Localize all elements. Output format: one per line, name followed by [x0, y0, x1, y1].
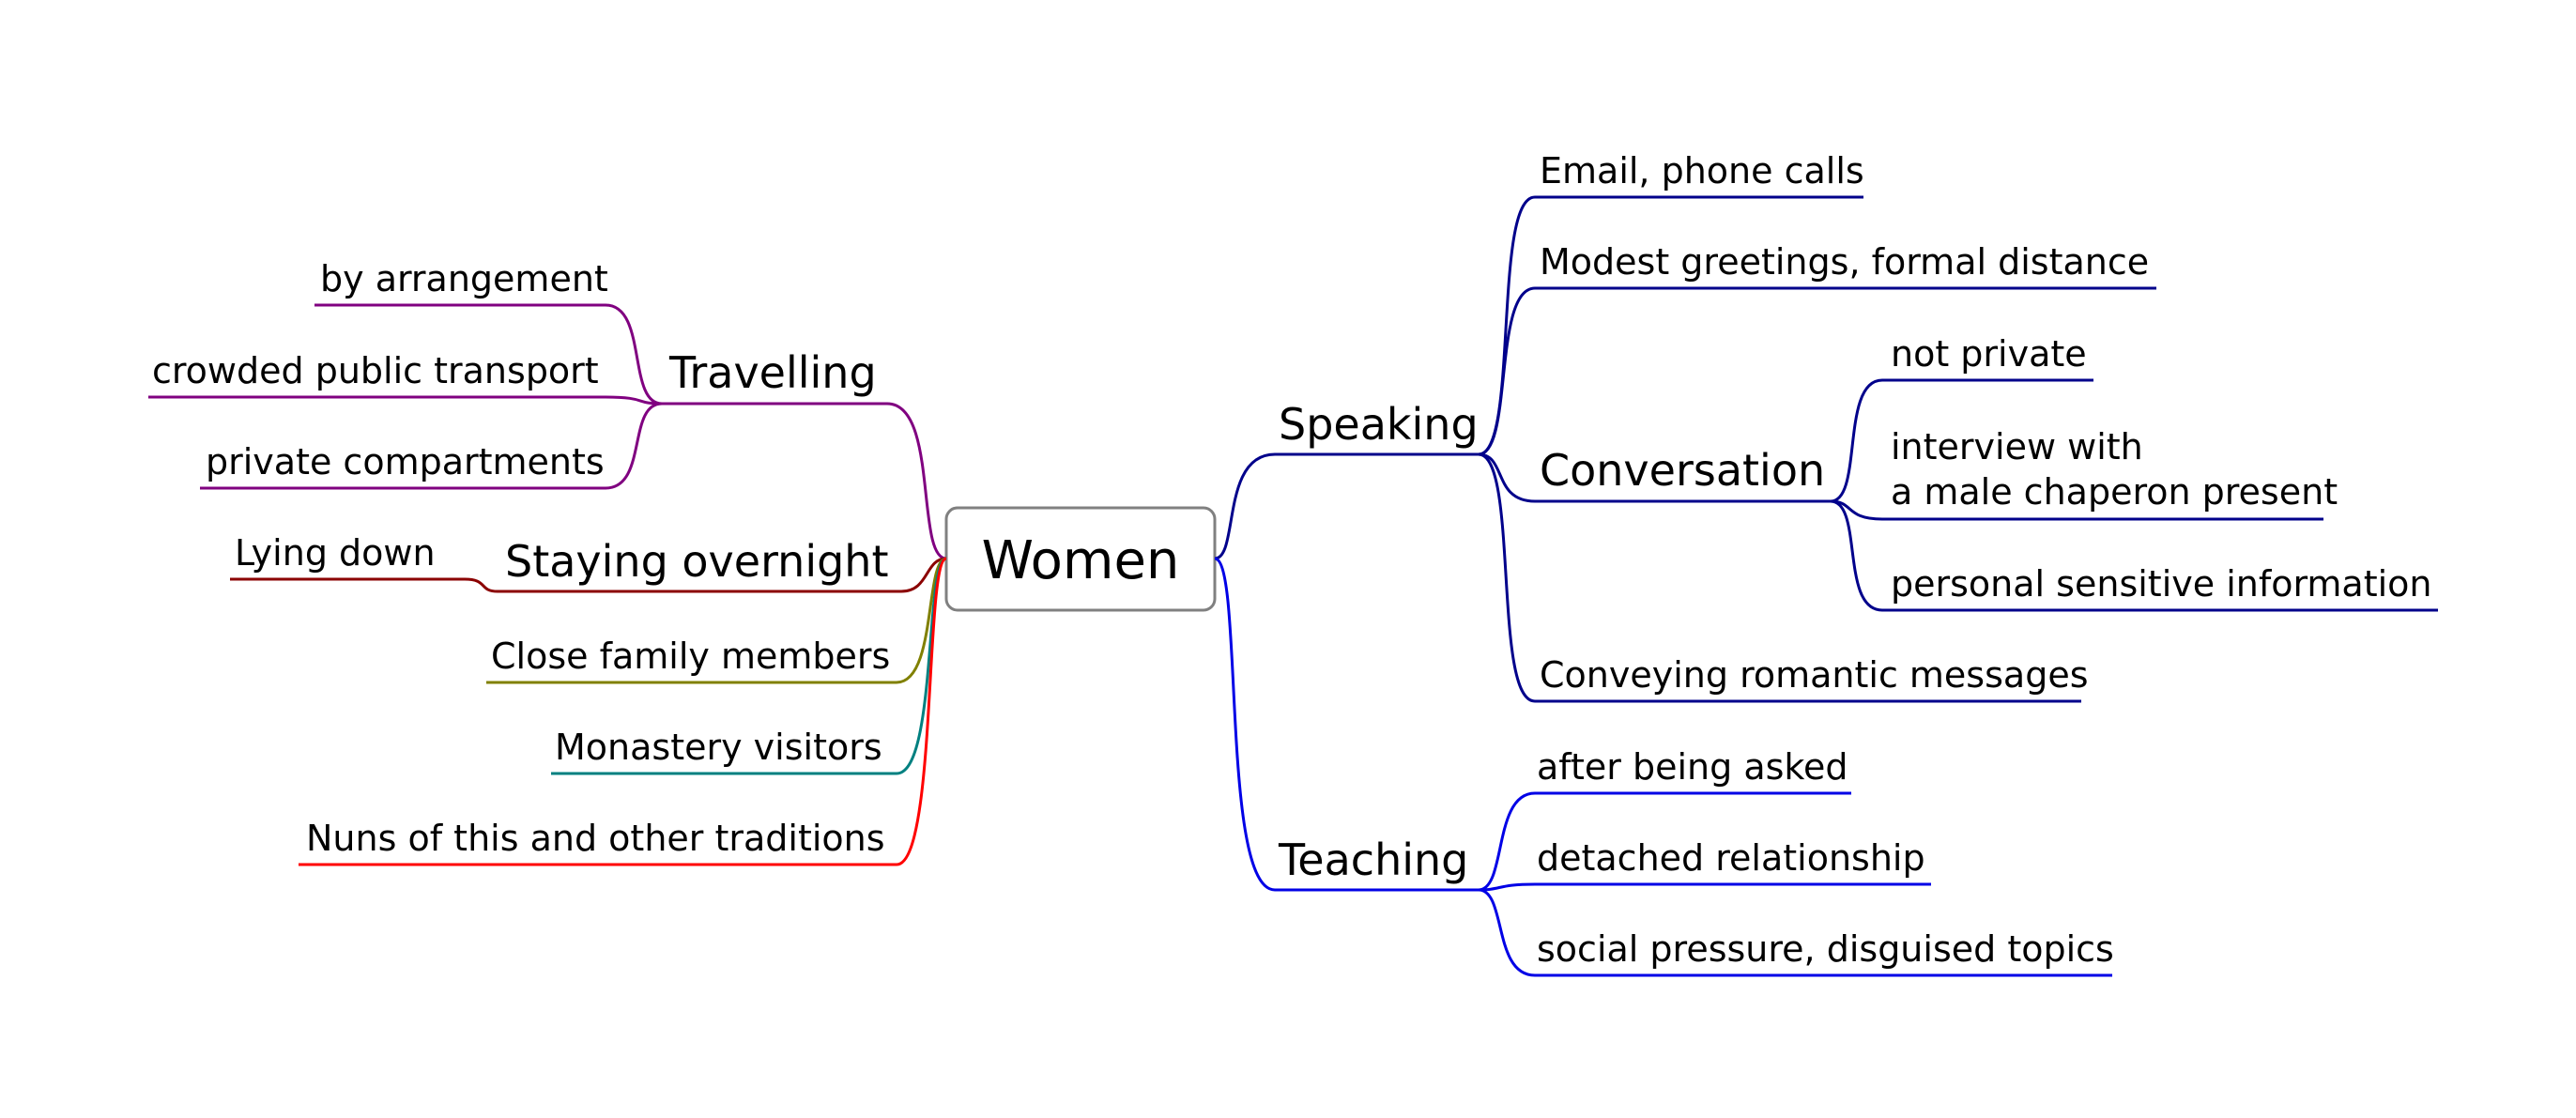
node-speaking[interactable]: Speaking: [1279, 399, 1479, 450]
node-interview-line2[interactable]: a male chaperon present: [1891, 471, 2338, 513]
node-after-being-asked[interactable]: after being asked: [1537, 746, 1848, 788]
branch-staying-overnight: Staying overnight Lying down: [230, 532, 947, 593]
node-crowded-transport[interactable]: crowded public transport: [152, 350, 599, 391]
branch-speaking: Speaking Email, phone calls Modest greet…: [1214, 150, 2438, 703]
node-social-pressure[interactable]: social pressure, disguised topics: [1537, 928, 2114, 970]
node-private-compartments[interactable]: private compartments: [206, 441, 605, 482]
link-root-family: [486, 557, 947, 684]
node-romantic-messages[interactable]: Conveying romantic messages: [1540, 654, 2089, 696]
branch-teaching: Teaching after being asked detached rela…: [1214, 557, 2114, 977]
link-teaching-asked: [1478, 791, 1851, 892]
node-by-arrangement[interactable]: by arrangement: [320, 258, 608, 299]
link-conversation-personal: [1830, 499, 2438, 612]
node-lying-down[interactable]: Lying down: [235, 532, 436, 574]
node-teaching[interactable]: Teaching: [1278, 835, 1468, 885]
link-speaking-email: [1478, 195, 1863, 456]
link-root-travelling: [662, 402, 947, 560]
node-detached-relationship[interactable]: detached relationship: [1537, 837, 1925, 879]
link-speaking-greetings: [1478, 286, 2156, 456]
link-staying-lying: [230, 577, 498, 593]
link-root-nuns: [299, 557, 947, 866]
node-staying-overnight[interactable]: Staying overnight: [505, 536, 889, 587]
node-personal-sensitive[interactable]: personal sensitive information: [1891, 563, 2432, 605]
branch-nuns: Nuns of this and other traditions: [299, 557, 947, 866]
link-travelling-crowded: [148, 395, 663, 406]
link-teaching-detached: [1478, 882, 1931, 892]
node-conversation[interactable]: Conversation: [1540, 445, 1825, 496]
link-root-staying: [498, 557, 947, 593]
node-not-private[interactable]: not private: [1891, 333, 2087, 375]
node-nuns-traditions[interactable]: Nuns of this and other traditions: [306, 818, 885, 859]
link-root-speaking: [1214, 452, 1479, 560]
link-root-teaching: [1214, 557, 1479, 892]
link-teaching-social: [1478, 888, 2112, 977]
branch-close-family: Close family members: [486, 557, 947, 684]
link-conversation-not-private: [1830, 378, 2093, 503]
link-speaking-romantic: [1478, 452, 2081, 703]
link-travelling-arrangement: [314, 303, 663, 406]
root-label: Women: [982, 530, 1180, 591]
node-travelling[interactable]: Travelling: [668, 347, 877, 398]
node-email-phone-calls[interactable]: Email, phone calls: [1540, 150, 1864, 191]
node-monastery-visitors[interactable]: Monastery visitors: [555, 727, 882, 768]
root-node[interactable]: Women: [944, 506, 1217, 612]
link-travelling-compartments: [200, 402, 663, 490]
branch-travelling: Travelling by arrangement crowded public…: [148, 258, 947, 560]
node-modest-greetings[interactable]: Modest greetings, formal distance: [1540, 241, 2149, 283]
node-interview-line1[interactable]: interview with: [1891, 426, 2143, 467]
link-speaking-conversation: [1478, 452, 1831, 503]
node-close-family[interactable]: Close family members: [491, 636, 890, 677]
